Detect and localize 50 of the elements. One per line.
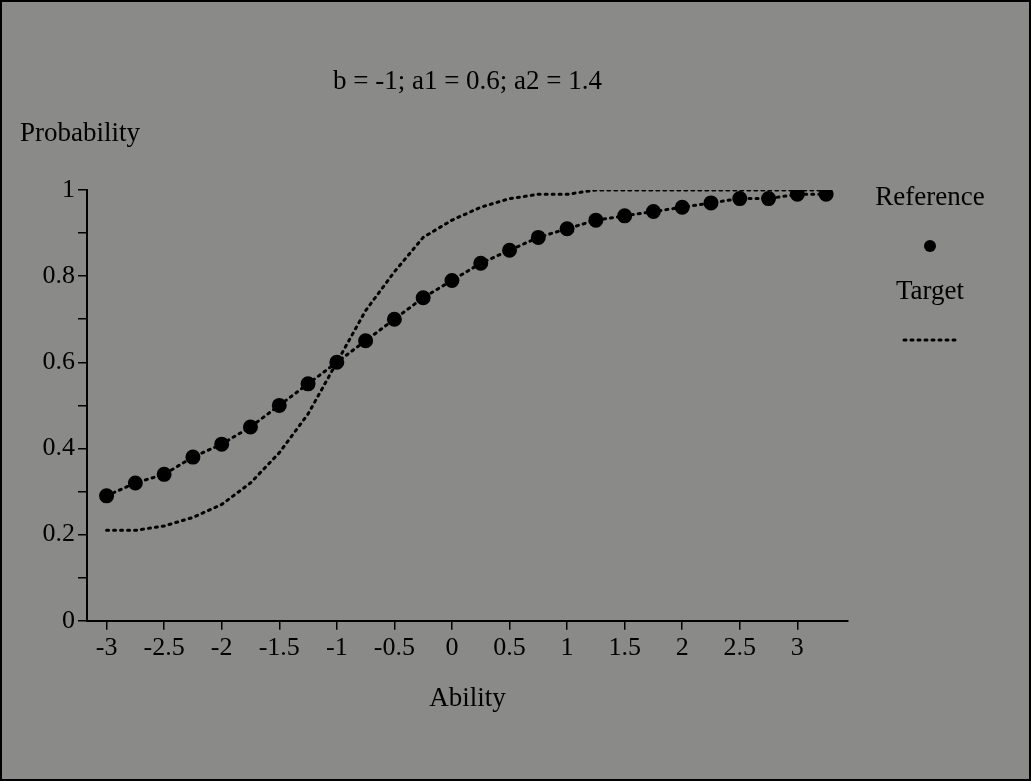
point <box>185 449 201 465</box>
x-tick-label: -0.5 <box>373 632 415 662</box>
y-tick-label: 0.6 <box>42 346 75 376</box>
point <box>415 290 431 306</box>
point <box>559 221 575 237</box>
x-tick-label: 1 <box>560 632 574 662</box>
y-tick-label: 0.2 <box>42 518 75 548</box>
point <box>214 436 230 452</box>
point <box>300 376 316 392</box>
point <box>156 466 172 482</box>
x-tick-label: -1.5 <box>258 632 300 662</box>
series-label: Reference <box>875 181 985 212</box>
point <box>358 333 374 349</box>
x-tick-label: 0.5 <box>493 632 526 662</box>
point <box>588 212 604 228</box>
x-tick-label: 2.5 <box>723 632 757 662</box>
x-axis-title: Ability <box>429 682 507 713</box>
x-tick-label: 2 <box>675 632 689 662</box>
x-tick-label: 3 <box>790 632 804 662</box>
legend-label: Target <box>895 275 965 306</box>
point <box>818 190 834 202</box>
y-tick-label: 0.8 <box>42 259 75 289</box>
point <box>732 191 748 207</box>
point <box>761 191 777 207</box>
y-tick-label: 0.4 <box>42 432 75 462</box>
y-axis-title: Probability <box>20 117 141 148</box>
point <box>674 199 690 215</box>
point <box>645 204 661 220</box>
x-tick-label: 1.5 <box>608 632 641 662</box>
x-tick-label: -3 <box>95 632 118 662</box>
point <box>271 397 287 413</box>
x-tick-label: -1 <box>325 632 348 662</box>
y-tick-label: 0 <box>62 604 75 634</box>
y-tick-label: 1 <box>62 173 75 203</box>
x-tick-label: -2 <box>210 632 233 662</box>
point <box>502 242 518 258</box>
point <box>386 311 402 327</box>
chart-title: b = -1; a1 = 0.6; a2 = 1.4 <box>332 65 603 96</box>
point <box>329 354 345 370</box>
point <box>473 255 489 271</box>
x-tick-label: 0 <box>445 632 459 662</box>
point <box>127 475 143 491</box>
point <box>444 272 460 288</box>
point <box>789 190 805 202</box>
point <box>242 419 258 435</box>
point <box>703 195 719 211</box>
point <box>617 208 633 224</box>
point <box>99 488 115 504</box>
point <box>530 229 546 245</box>
x-tick-label: -2.5 <box>143 632 185 662</box>
